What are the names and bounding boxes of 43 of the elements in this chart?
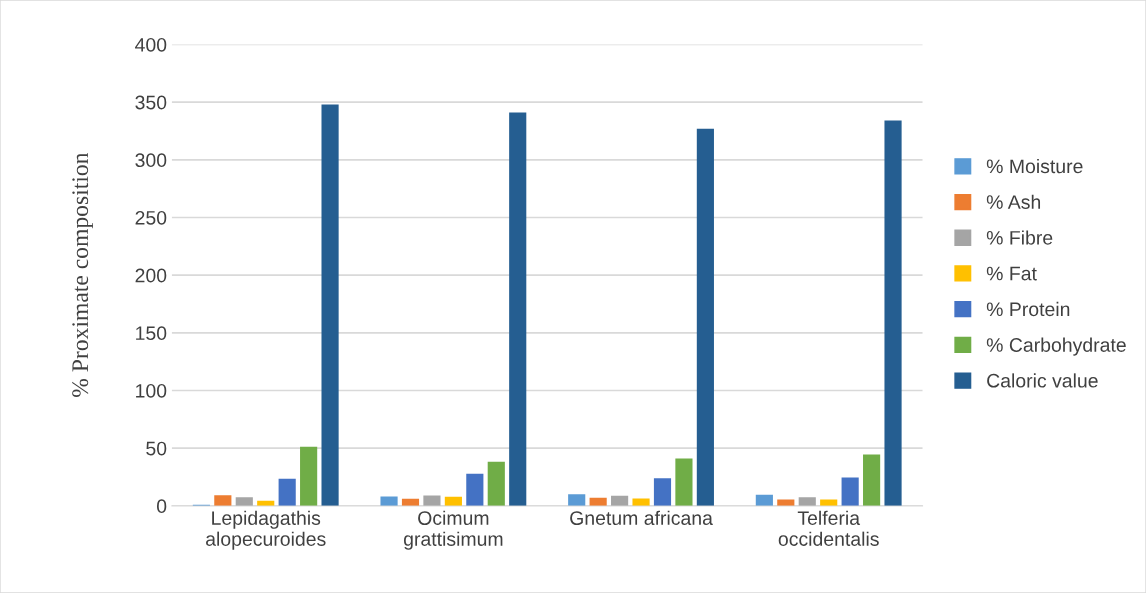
bar [300, 446, 318, 506]
bar [423, 495, 441, 506]
bar [798, 497, 816, 506]
legend-label: Caloric value [987, 373, 1098, 388]
bar [884, 120, 902, 506]
bar [820, 499, 838, 506]
legend-label: % Protein [986, 301, 1070, 317]
x-tick-label: Ocimum grattisimum [403, 510, 503, 550]
y-tick-label: 300 [135, 153, 167, 168]
y-tick-label: 400 [135, 37, 167, 52]
bar [777, 499, 795, 506]
bar [755, 494, 773, 506]
y-tick-label: 50 [146, 441, 167, 456]
legend-label: % Carbohydrate [986, 337, 1126, 356]
bar [487, 461, 505, 506]
y-tick-label: 350 [135, 95, 167, 110]
y-tick-label: 200 [135, 268, 167, 283]
bar [214, 495, 232, 506]
legend-label: % Moisture [986, 158, 1083, 174]
y-tick-label: 250 [135, 210, 167, 225]
bar [653, 478, 672, 506]
legend-label: % Fibre [986, 230, 1053, 245]
bar [675, 458, 693, 506]
bar [696, 128, 714, 506]
legend-label: % Fat [986, 266, 1037, 281]
x-tick-label: Lepidagathis alopecuroides [206, 510, 326, 550]
bar [509, 112, 527, 506]
bar [841, 477, 859, 506]
y-axis-title: % Proximate composition [72, 152, 93, 397]
x-tick-label: Telferia occidentalis [778, 510, 879, 546]
bar [568, 494, 586, 506]
bar [632, 498, 650, 506]
legend-label: % Ash [986, 194, 1041, 209]
y-tick-label: 0 [156, 499, 167, 514]
bar [278, 478, 296, 506]
bar [380, 496, 398, 506]
bar [235, 497, 253, 506]
bar [466, 473, 484, 506]
y-tick-label: 100 [136, 383, 167, 398]
bar [863, 454, 881, 506]
y-tick-label: 150 [136, 326, 167, 341]
x-tick-label: Gnetum africana [570, 510, 713, 525]
bar [321, 104, 339, 506]
